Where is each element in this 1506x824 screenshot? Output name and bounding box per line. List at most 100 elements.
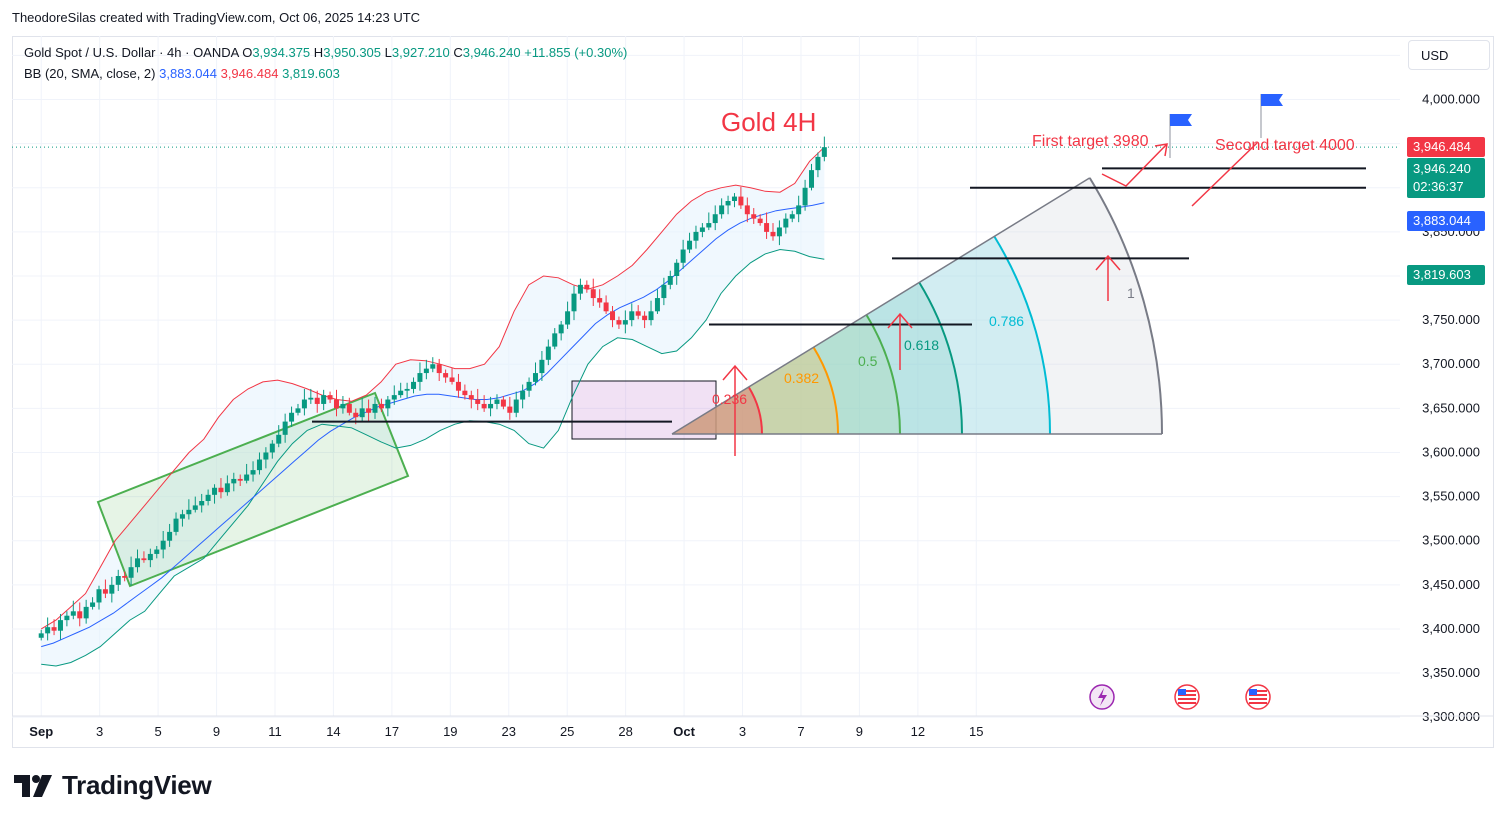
indicator-legend[interactable]: BB (20, SMA, close, 2) 3,883.044 3,946.4… [24, 66, 340, 81]
candle [276, 425, 282, 448]
candle [661, 277, 667, 306]
us-flag-stripe [1249, 694, 1267, 696]
candle [751, 208, 757, 224]
us-flag-stripe [1178, 698, 1196, 700]
low-label: L [384, 45, 392, 60]
candle [687, 232, 693, 254]
candle-body [250, 470, 256, 475]
candle-body [796, 205, 802, 215]
candle [224, 475, 230, 496]
last-price: 3,946.240 [1413, 161, 1471, 176]
candle-body [256, 459, 262, 471]
candle [712, 205, 718, 231]
close-label: C [453, 45, 463, 60]
fib-level-label: 0.786 [989, 313, 1024, 329]
currency-button[interactable]: USD [1408, 40, 1490, 70]
fib-level-label: 0.382 [784, 370, 819, 386]
candle-body [590, 289, 596, 299]
candle-body [353, 412, 359, 418]
low-value: 3,927.210 [391, 45, 450, 60]
candle-body [212, 487, 218, 495]
bb-label[interactable]: BB (20, SMA, close, 2) [24, 66, 156, 81]
time-tick-label: 12 [911, 724, 925, 739]
fib-level-label: 0.618 [904, 337, 939, 353]
us-flag-circle [1174, 684, 1200, 710]
candle-body [333, 399, 339, 409]
candle [507, 396, 513, 420]
time-tick-label: 3 [739, 724, 746, 739]
candle-body [584, 284, 590, 290]
candle [693, 225, 699, 249]
candle [90, 597, 96, 610]
candle [102, 579, 108, 599]
price-tag-basis: 3,883.044 [1407, 211, 1485, 231]
candle [372, 396, 378, 419]
candle-body [289, 412, 295, 422]
candle [269, 440, 275, 459]
candle-body [411, 381, 417, 389]
chart-canvas[interactable]: 0.236 0.382 0.5 0.618 0.786 1 First target 398… [12, 36, 1494, 748]
candle [462, 384, 468, 400]
candle-body [115, 576, 121, 585]
candle [770, 223, 776, 241]
bb-upper-value: 3,946.484 [220, 66, 279, 81]
candle [565, 301, 571, 329]
candle [154, 546, 160, 559]
time-tick-label: 17 [385, 724, 399, 739]
time-tick-label: 25 [560, 724, 574, 739]
candle-body [96, 589, 102, 603]
candle [173, 512, 179, 536]
time-tick-label: 5 [154, 724, 161, 739]
candle-body [468, 395, 474, 400]
candle [83, 599, 89, 624]
candle-body [815, 156, 821, 171]
us-flag-stripe [1249, 698, 1267, 700]
candle [96, 585, 102, 610]
candle [385, 396, 391, 417]
tradingview-logo[interactable]: TradingView [14, 770, 212, 801]
time-tick-label: 3 [96, 724, 103, 739]
candle-body [809, 170, 815, 188]
candle-body [687, 240, 693, 250]
candle [674, 259, 680, 285]
candle [642, 311, 648, 329]
candle [629, 303, 635, 327]
price-tick-label: 4,000.000 [1422, 92, 1480, 107]
target-2-label: Second target 4000 [1215, 137, 1355, 154]
time-tick-label: 23 [502, 724, 516, 739]
candle [539, 351, 545, 381]
us-flag-canton [1249, 689, 1257, 695]
candle [179, 509, 185, 527]
drawings-back [96, 177, 1163, 588]
candle-body [224, 483, 230, 493]
symbol-legend[interactable]: Gold Spot / U.S. Dollar · 4h · OANDA O3,… [24, 45, 627, 60]
candle-body [616, 320, 622, 325]
candle-body [610, 311, 616, 321]
us-flag-event-icon [1174, 684, 1200, 710]
candle-body [648, 311, 654, 321]
candle [725, 195, 731, 215]
candle-body [571, 293, 577, 312]
fib-arc-zone [672, 387, 762, 434]
time-tick-label: 9 [213, 724, 220, 739]
symbol-name[interactable]: Gold Spot / U.S. Dollar · 4h · OANDA [24, 45, 239, 60]
candle-body [282, 421, 288, 435]
candle-body [45, 627, 51, 634]
candle-body [481, 403, 487, 409]
time-tick-label: 28 [618, 724, 632, 739]
fib-level-label: 0.5 [858, 353, 878, 369]
up-arrow-head [722, 364, 748, 381]
candle-body [141, 558, 147, 561]
candle [776, 220, 782, 246]
candle-body [327, 395, 333, 400]
candle-body [699, 227, 705, 232]
candle-body [276, 434, 282, 444]
flag-icon [1261, 94, 1283, 106]
candle-body [475, 399, 481, 404]
candle [321, 389, 327, 411]
candle [597, 289, 603, 308]
us-flag-circle [1245, 684, 1271, 710]
candle-body [359, 408, 365, 418]
candle-body [443, 373, 449, 378]
us-flag-event-icon [1245, 684, 1271, 710]
